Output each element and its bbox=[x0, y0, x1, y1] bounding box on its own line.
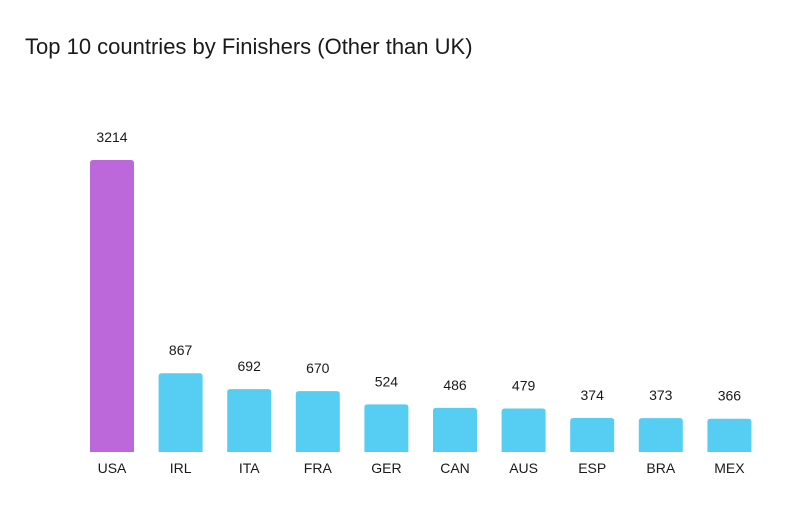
value-label-bra: 373 bbox=[649, 387, 673, 403]
value-label-ita: 692 bbox=[238, 358, 262, 374]
tick-label-mex: MEX bbox=[714, 460, 745, 476]
value-label-usa: 3214 bbox=[96, 129, 127, 145]
bar-esp bbox=[570, 418, 615, 452]
bar-ger bbox=[364, 404, 409, 452]
tick-label-ger: GER bbox=[371, 460, 401, 476]
bar-can bbox=[433, 407, 477, 452]
bar-bra bbox=[638, 418, 683, 452]
bar-fra bbox=[295, 391, 340, 452]
tick-label-ita: ITA bbox=[239, 460, 260, 476]
value-label-can: 486 bbox=[443, 377, 467, 393]
value-label-esp: 374 bbox=[581, 387, 605, 403]
tick-label-esp: ESP bbox=[578, 460, 606, 476]
value-label-irl: 867 bbox=[169, 342, 193, 358]
value-label-aus: 479 bbox=[512, 377, 536, 393]
bars bbox=[90, 160, 752, 452]
value-label-ger: 524 bbox=[375, 373, 399, 389]
bar-aus bbox=[501, 408, 546, 452]
value-label-mex: 366 bbox=[718, 388, 742, 404]
tick-label-aus: AUS bbox=[509, 460, 538, 476]
tick-label-irl: IRL bbox=[170, 460, 192, 476]
tick-label-usa: USA bbox=[98, 460, 127, 476]
x-axis-tick-labels: USA IRL ITA FRA GER CAN AUS ESP BRA MEX bbox=[98, 460, 746, 476]
bar-irl bbox=[158, 373, 203, 452]
bar-ita bbox=[227, 389, 272, 452]
tick-label-bra: BRA bbox=[646, 460, 675, 476]
tick-label-can: CAN bbox=[440, 460, 470, 476]
value-labels: 3214 867 692 670 524 486 479 374 373 366 bbox=[96, 129, 741, 404]
bar-usa bbox=[90, 160, 134, 452]
tick-label-fra: FRA bbox=[304, 460, 333, 476]
bar-mex bbox=[707, 418, 752, 452]
value-label-fra: 670 bbox=[306, 360, 330, 376]
chart-title: Top 10 countries by Finishers (Other tha… bbox=[25, 34, 473, 59]
